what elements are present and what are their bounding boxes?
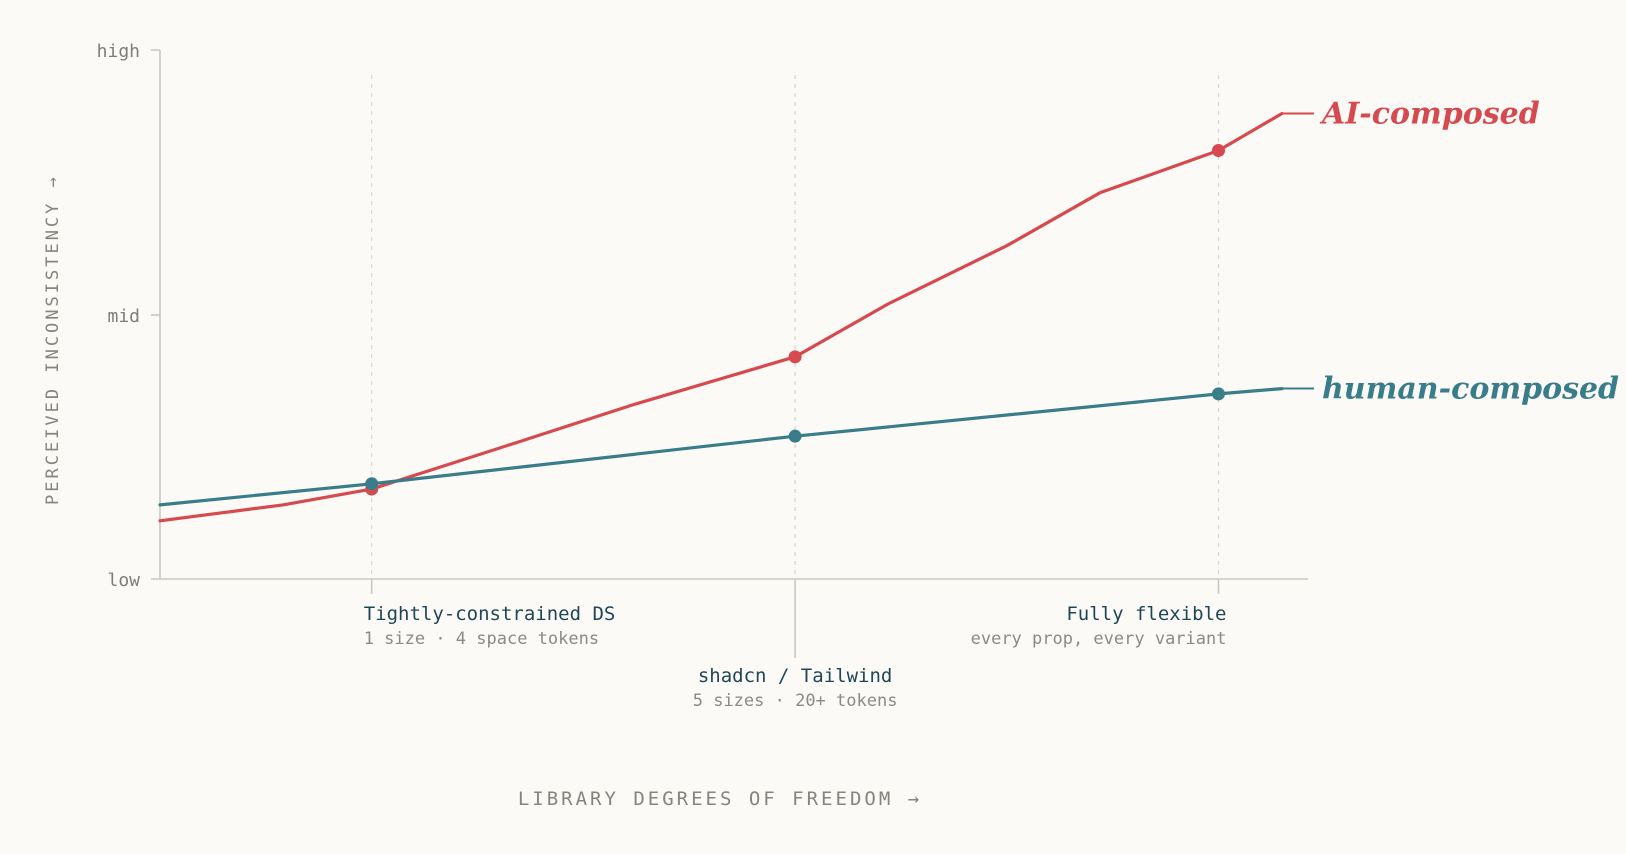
- series-name-label: AI-composed: [1319, 96, 1540, 131]
- y-tick-label-high: high: [97, 41, 140, 62]
- series-0-marker-2: [1211, 144, 1225, 158]
- x-category-label: Fully flexible: [1066, 603, 1226, 625]
- category-labels: Tightly-constrained DS 1 size · 4 space t…: [364, 603, 1227, 711]
- y-axis-label: PERCEIVED INCONSISTENCY →: [43, 174, 63, 505]
- x-category-sublabel: 1 size · 4 space tokens: [364, 629, 599, 649]
- y-tick-label-mid: mid: [107, 306, 140, 327]
- series-name-label: human-composed: [1322, 372, 1619, 407]
- series-line-1: [158, 387, 1284, 507]
- x-axis-label: LIBRARY DEGREES OF FREEDOM →: [518, 788, 922, 810]
- x-category-sublabel: 5 sizes · 20+ tokens: [693, 691, 898, 711]
- series-line-0: [158, 111, 1284, 523]
- series-lines: [158, 111, 1284, 523]
- x-category-label: Tightly-constrained DS: [364, 603, 616, 625]
- series-end-labels: AI-composed human-composed: [1282, 96, 1619, 407]
- series-1-marker-1: [788, 429, 802, 443]
- series-1-marker-0: [365, 477, 379, 491]
- y-tick-label-low: low: [107, 570, 140, 591]
- series-markers: [365, 144, 1225, 496]
- series-1-marker-2: [1211, 387, 1225, 401]
- gridlines: [370, 75, 1220, 658]
- series-0-marker-1: [788, 350, 802, 364]
- x-category-label: shadcn / Tailwind: [698, 665, 892, 687]
- x-category-sublabel: every prop, every variant: [971, 629, 1227, 649]
